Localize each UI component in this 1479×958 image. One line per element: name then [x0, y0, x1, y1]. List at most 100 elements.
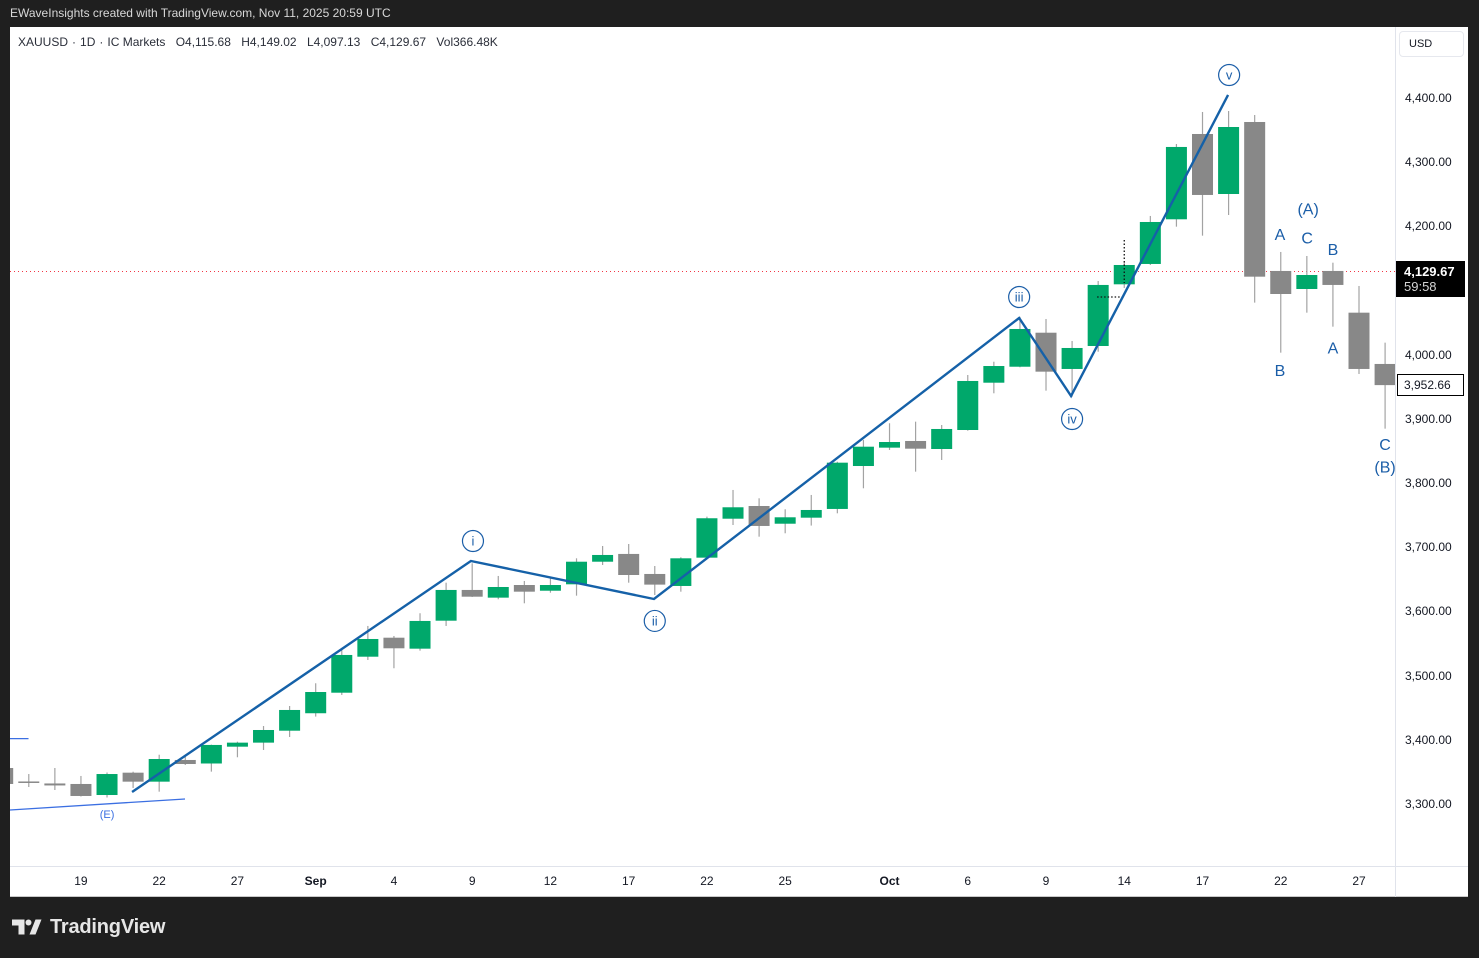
price-tick: 4,200.00 [1405, 219, 1452, 234]
candle [592, 545, 614, 565]
tradingview-mark-icon [12, 919, 42, 935]
price-tick: 3,700.00 [1405, 540, 1452, 555]
candle [644, 566, 666, 596]
candle-body-down [1035, 332, 1057, 372]
wave-label-v[interactable]: v [1218, 63, 1241, 87]
price-tick: 3,500.00 [1405, 668, 1452, 683]
time-axis-divider [10, 866, 1468, 867]
candle [1322, 262, 1344, 327]
wave-label-iv[interactable]: iv [1060, 407, 1084, 431]
candle-body-down [18, 781, 40, 783]
wave-label-i[interactable]: i [461, 529, 485, 553]
time-label-day: 9 [1042, 874, 1050, 888]
time-label-day: 27 [230, 874, 245, 888]
time-label-day: 19 [74, 874, 88, 888]
wave-label-text: iv [1067, 411, 1077, 426]
candle-body-down [122, 772, 144, 782]
price-axis-divider [1395, 27, 1396, 897]
candle [461, 563, 483, 598]
correction-label[interactable]: B [1275, 363, 1286, 380]
time-label-day: 4 [390, 874, 398, 888]
correction-label[interactable]: (B) [1374, 460, 1395, 477]
candle [1192, 111, 1214, 236]
candle-body-up [774, 517, 796, 524]
candle-body-down [1322, 270, 1344, 285]
correction-label[interactable]: B [1328, 242, 1339, 259]
candle [800, 494, 822, 526]
time-label-day: 27 [1352, 874, 1366, 888]
wave-label-circle [1008, 285, 1031, 309]
candle-body-up [1218, 126, 1240, 195]
time-label-day: 25 [778, 874, 792, 888]
candle [1009, 316, 1031, 368]
snapshot-attribution: EWaveInsights created with TradingView.c… [10, 6, 391, 20]
candle [722, 489, 744, 525]
candle-body-up [800, 509, 822, 518]
candle [852, 439, 874, 489]
correction-label[interactable]: (A) [1297, 202, 1318, 219]
candle [1348, 285, 1370, 374]
symbol-name[interactable]: XAUUSD [18, 35, 69, 49]
candle [1035, 318, 1057, 391]
interval[interactable]: 1D [80, 35, 96, 49]
symbol-legend: XAUUSD · 1D · IC Markets O4,115.68 H4,149.02… [18, 35, 498, 49]
candle-body-down [1348, 312, 1370, 369]
wave-label-text: v [1226, 68, 1233, 83]
candle-body-up [983, 366, 1005, 383]
time-label-month: Oct [879, 874, 900, 888]
correction-label[interactable]: C [1379, 437, 1391, 454]
legend-separator: · [99, 35, 104, 49]
price-tick: 3,400.00 [1405, 732, 1452, 747]
time-label-day: 22 [700, 874, 714, 888]
candle-body-up [409, 620, 431, 649]
wave-label-circle [1060, 407, 1084, 431]
candle-series [10, 111, 1395, 798]
elliott-wave-path[interactable] [131, 94, 1230, 793]
candle [931, 424, 953, 460]
candle-body-up [539, 585, 561, 591]
last-price-label: 4,129.67 59:58 [1396, 261, 1465, 298]
candle-body-down [644, 573, 666, 585]
candle-body-up [226, 742, 248, 747]
candle-body-down [461, 589, 483, 597]
candle [1218, 111, 1240, 215]
correction-label[interactable]: (E) [100, 809, 115, 821]
candle-body-down [1374, 363, 1395, 386]
wave-label-circle [643, 609, 666, 633]
candle-body-up [879, 442, 901, 448]
time-label-day: 17 [1195, 874, 1210, 888]
candle [18, 774, 40, 787]
candle-body-up [279, 709, 301, 731]
currency-button[interactable]: USD [1399, 31, 1464, 57]
correction-label[interactable]: A [1328, 341, 1339, 358]
triangle-trendline[interactable] [10, 798, 186, 811]
time-label-day: 22 [152, 874, 166, 888]
candle [226, 741, 248, 758]
correction-label[interactable]: C [1301, 231, 1313, 248]
candle-body-up [357, 638, 379, 657]
ohlc-low: L4,097.13 [306, 35, 361, 49]
candle [96, 772, 118, 798]
candle [1165, 144, 1187, 227]
candle-body-up [592, 554, 614, 562]
candle [383, 635, 405, 669]
candle [983, 361, 1005, 394]
time-label-day: 22 [1274, 874, 1288, 888]
correction-label[interactable]: A [1275, 227, 1286, 244]
candle [279, 705, 301, 737]
wave-label-ii[interactable]: ii [643, 609, 666, 633]
trendlines[interactable] [10, 738, 186, 811]
impulse-wave-line[interactable] [131, 94, 1230, 793]
wave-label-iii[interactable]: iii [1008, 285, 1031, 309]
candle [670, 557, 692, 592]
legend-separator: · [72, 35, 77, 49]
candle-body-up [696, 518, 718, 558]
candle-body-up [305, 691, 327, 714]
time-label-day: 6 [964, 874, 972, 888]
candle [1374, 342, 1395, 429]
exchange: IC Markets [107, 35, 166, 49]
candle-body-up [1087, 284, 1109, 346]
time-label-month: Sep [304, 874, 327, 888]
